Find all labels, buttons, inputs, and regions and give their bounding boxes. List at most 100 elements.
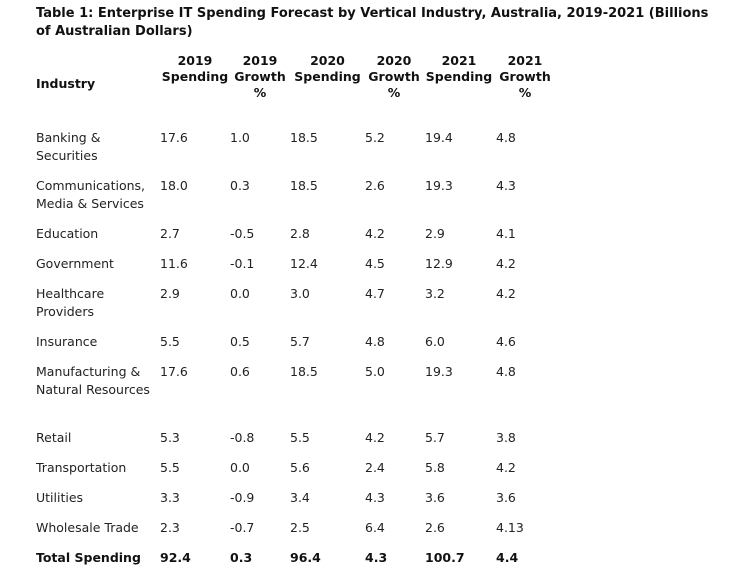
value-2019-growth: 0.0 [230,286,250,301]
value-2021-growth: 4.2 [496,286,516,301]
value-2020-spending: 3.4 [290,490,310,505]
value-2019-spending: 2.3 [160,520,180,535]
industry-name: Government [36,256,114,271]
value-2019-growth: -0.7 [230,520,255,535]
header-label: Spending [294,69,361,84]
header-2020-growth: 2020 Growth % [365,53,423,101]
value-2021-spending: 19.3 [425,178,453,193]
value-2020-growth: 6.4 [365,520,385,535]
value-2021-growth: 4.6 [496,334,516,349]
value-2019-growth: -0.1 [230,256,255,271]
value-2020-spending: 18.5 [290,130,318,145]
value-2019-spending: 17.6 [160,130,188,145]
value-2021-spending: 6.0 [425,334,445,349]
header-industry: Industry [36,76,96,91]
total-2019-growth: 0.3 [230,550,253,565]
industry-name: Communications, Media & Services [36,178,146,211]
value-2019-growth: -0.5 [230,226,255,241]
industry-name: Wholesale Trade [36,520,139,535]
value-2019-growth: 0.5 [230,334,250,349]
header-year: 2019 [177,53,213,68]
value-2020-growth: 2.6 [365,178,385,193]
value-2019-growth: -0.9 [230,490,255,505]
value-2020-spending: 2.8 [290,226,310,241]
value-2021-spending: 19.4 [425,130,453,145]
value-2020-spending: 2.5 [290,520,310,535]
value-2020-growth: 2.4 [365,460,385,475]
header-unit: % [253,85,267,100]
value-2020-growth: 5.2 [365,130,385,145]
value-2021-spending: 19.3 [425,364,453,379]
header-label: Growth [234,69,286,84]
value-2020-growth: 4.2 [365,226,385,241]
value-2019-growth: -0.8 [230,430,255,445]
value-2020-growth: 4.5 [365,256,385,271]
header-2019-growth: 2019 Growth % [230,53,290,101]
header-unit: % [518,85,532,100]
industry-name: Manufacturing & Natural Resources [36,364,150,397]
table-title: Table 1: Enterprise IT Spending Forecast… [36,6,709,39]
value-2021-spending: 2.6 [425,520,445,535]
value-2021-growth: 4.13 [496,520,524,535]
industry-name: Transportation [36,460,127,475]
value-2020-spending: 5.6 [290,460,310,475]
header-label: Spending [425,69,493,84]
total-label: Total Spending [36,550,141,565]
value-2020-growth: 4.3 [365,490,385,505]
header-year: 2020 [376,53,412,68]
value-2020-spending: 12.4 [290,256,318,271]
header-unit: % [387,85,401,100]
value-2020-spending: 18.5 [290,364,318,379]
value-2021-growth: 4.8 [496,364,516,379]
value-2021-spending: 3.6 [425,490,445,505]
value-2019-spending: 11.6 [160,256,188,271]
header-year: 2019 [242,53,278,68]
value-2020-spending: 18.5 [290,178,318,193]
value-2019-spending: 5.3 [160,430,180,445]
industry-name: Insurance [36,334,98,349]
value-2021-growth: 3.6 [496,490,516,505]
value-2020-growth: 4.2 [365,430,385,445]
value-2019-growth: 0.0 [230,460,250,475]
value-2019-growth: 0.3 [230,178,250,193]
value-2019-growth: 1.0 [230,130,250,145]
value-2019-spending: 5.5 [160,334,180,349]
industry-name: Retail [36,430,72,445]
total-2019-spending: 92.4 [160,550,191,565]
header-year: 2020 [310,53,345,68]
value-2021-growth: 4.8 [496,130,516,145]
value-2021-growth: 4.1 [496,226,516,241]
value-2020-spending: 3.0 [290,286,310,301]
value-2021-growth: 4.2 [496,460,516,475]
industry-name: Healthcare Providers [36,286,105,319]
header-year: 2021 [507,53,543,68]
total-2021-spending: 100.7 [425,550,465,565]
value-2021-growth: 4.2 [496,256,516,271]
value-2020-spending: 5.5 [290,430,310,445]
value-2019-spending: 17.6 [160,364,188,379]
value-2021-spending: 2.9 [425,226,445,241]
value-2021-spending: 12.9 [425,256,453,271]
value-2019-growth: 0.6 [230,364,250,379]
header-2020-spending: 2020 Spending [290,53,365,85]
value-2020-growth: 4.7 [365,286,385,301]
total-2020-spending: 96.4 [290,550,321,565]
value-2019-spending: 2.9 [160,286,180,301]
industry-name: Utilities [36,490,84,505]
value-2021-spending: 5.8 [425,460,445,475]
header-label: Spending [161,69,229,84]
industry-name: Education [36,226,99,241]
header-2019-spending: 2019 Spending [160,53,230,85]
header-label: Growth [368,69,420,84]
value-2021-spending: 3.2 [425,286,445,301]
value-2020-growth: 4.8 [365,334,385,349]
header-label: Growth [499,69,551,84]
total-2021-growth: 4.4 [496,550,519,565]
value-2021-spending: 5.7 [425,430,445,445]
header-year: 2021 [441,53,477,68]
value-2019-spending: 18.0 [160,178,188,193]
header-2021-growth: 2021 Growth % [495,53,555,101]
value-2021-growth: 4.3 [496,178,516,193]
header-2021-spending: 2021 Spending [423,53,495,85]
value-2019-spending: 5.5 [160,460,180,475]
